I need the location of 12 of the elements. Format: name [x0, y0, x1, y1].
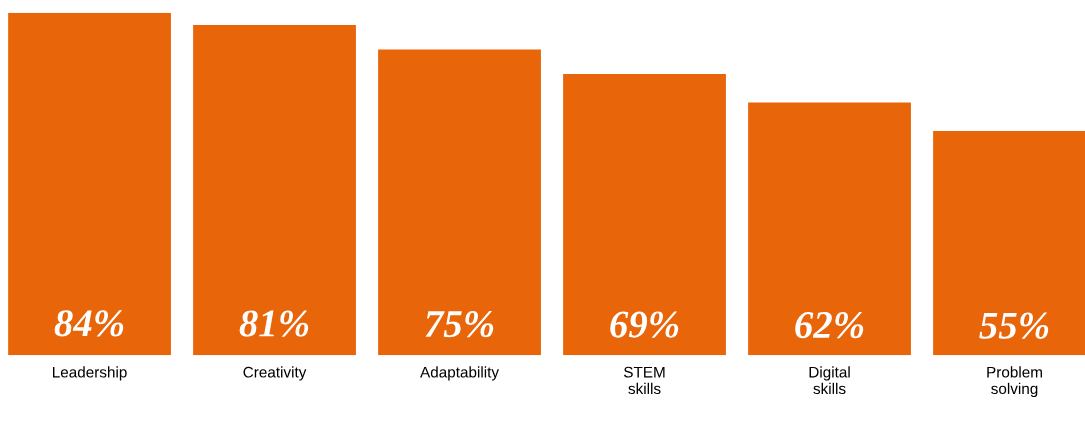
data-label: 55%: [979, 312, 1049, 339]
x-tick-label: Problem solving: [987, 366, 1042, 398]
data-label: 84%: [54, 310, 124, 337]
x-tick-label: Leadership: [53, 366, 127, 381]
data-label: 69%: [610, 311, 679, 338]
x-tick-label: Digital skills: [809, 366, 850, 395]
data-label: 75%: [425, 310, 494, 338]
data-label: 81%: [239, 310, 309, 337]
x-tick-label: Creativity: [243, 366, 307, 381]
data-label: 62%: [795, 311, 864, 339]
x-tick-label: Adaptability: [420, 366, 499, 381]
x-tick-label: STEM skills: [624, 366, 665, 395]
